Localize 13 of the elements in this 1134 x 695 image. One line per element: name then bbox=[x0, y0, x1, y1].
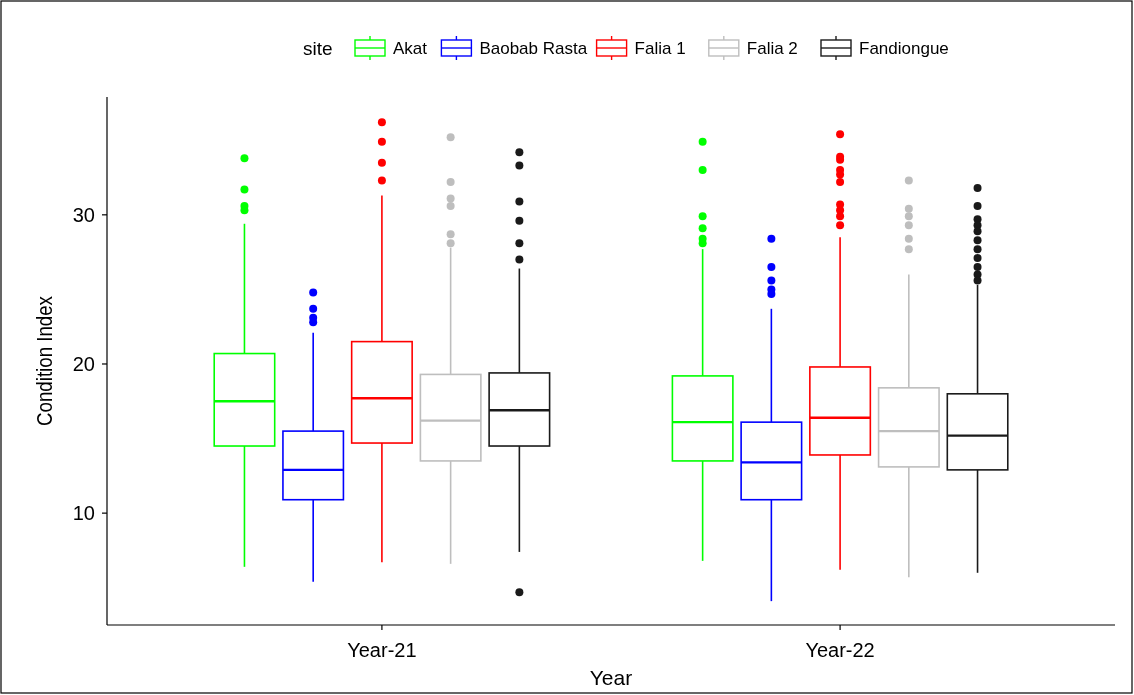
y-tick-label: 20 bbox=[72, 352, 95, 375]
y-tick-label: 30 bbox=[72, 203, 95, 226]
legend-label: Baobab Rasta bbox=[479, 38, 588, 58]
x-tick-label: Year-22 bbox=[805, 639, 875, 661]
x-axis-title: Year bbox=[589, 666, 633, 690]
y-tick-label: 10 bbox=[72, 502, 95, 525]
y-axis-title: Condition Index bbox=[32, 296, 57, 426]
legend-label: Falia 1 bbox=[634, 38, 686, 58]
legend-label: Akat bbox=[393, 38, 428, 58]
legend-label: Falia 2 bbox=[746, 38, 798, 58]
legend-title: site bbox=[303, 37, 333, 59]
x-tick-label: Year-21 bbox=[347, 639, 417, 661]
legend-label: Fandiongue bbox=[859, 38, 949, 58]
